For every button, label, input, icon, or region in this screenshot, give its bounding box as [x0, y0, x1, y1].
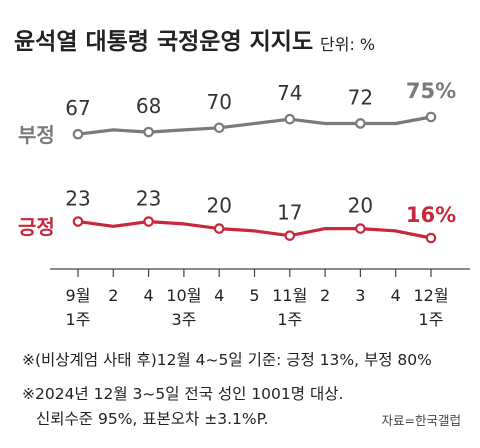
x-tick-label: 5	[249, 286, 259, 305]
data-point-marker	[143, 216, 154, 227]
data-label: 23	[136, 187, 161, 211]
x-tick-label: 10월	[166, 286, 201, 305]
data-point-marker	[425, 111, 437, 123]
data-label: 17	[277, 201, 302, 225]
note-line-2: ※2024년 12월 3~5일 전국 성인 1001명 대상.	[22, 385, 343, 403]
note-line-1: ※(비상계엄 사태 후)12월 4~5일 기준: 긍정 13%, 부정 80%	[22, 351, 432, 369]
x-tick-label: 11월	[272, 286, 307, 305]
data-label: 68	[136, 94, 161, 118]
data-point-marker	[284, 230, 296, 241]
x-tick-sublabel: 1주	[419, 310, 444, 329]
x-tick-sublabel: 3주	[171, 310, 196, 329]
data-label: 23	[65, 187, 90, 211]
x-tick-label: 2	[320, 286, 330, 305]
x-tick-label: 4	[214, 286, 224, 305]
x-tick-label: 4	[144, 286, 154, 305]
data-point-marker	[284, 113, 296, 125]
chart-title: 윤석열 대통령 국정운영 지지도	[14, 29, 313, 55]
data-label: 74	[277, 81, 302, 105]
series-name-positive: 긍정	[18, 215, 55, 239]
data-point-marker	[425, 232, 437, 244]
data-point-marker	[72, 128, 84, 140]
x-tick-sublabel: 1주	[66, 310, 91, 329]
data-point-marker	[72, 216, 84, 227]
x-tick-label: 12월	[413, 286, 448, 305]
x-tick-label: 3	[355, 286, 365, 305]
data-label: 72	[348, 85, 373, 109]
data-point-marker	[213, 223, 225, 234]
data-label: 20	[348, 194, 373, 218]
data-point-marker	[355, 118, 366, 129]
source-label: 자료=한국갤럽	[382, 413, 461, 428]
x-tick-label: 2	[108, 286, 118, 305]
series-line-positive	[77, 220, 432, 240]
data-point-marker	[143, 126, 154, 138]
series-name-negative: 부정	[18, 123, 55, 147]
x-tick-label: 4	[391, 286, 401, 305]
data-label: 70	[206, 90, 231, 114]
x-tick-label: 9월	[66, 286, 91, 305]
data-label: 75%	[406, 79, 456, 103]
unit-label: 단위: %	[320, 35, 375, 54]
x-tick-sublabel: 1주	[277, 310, 302, 329]
data-label: 16%	[406, 203, 456, 227]
series-line-negative	[77, 115, 432, 136]
data-point-marker	[355, 223, 366, 234]
note-line-3: 신뢰수준 95%, 표본오차 ±3.1%P.	[36, 410, 268, 428]
data-point-marker	[213, 122, 225, 134]
data-label: 20	[206, 194, 231, 218]
data-label: 67	[65, 96, 90, 120]
